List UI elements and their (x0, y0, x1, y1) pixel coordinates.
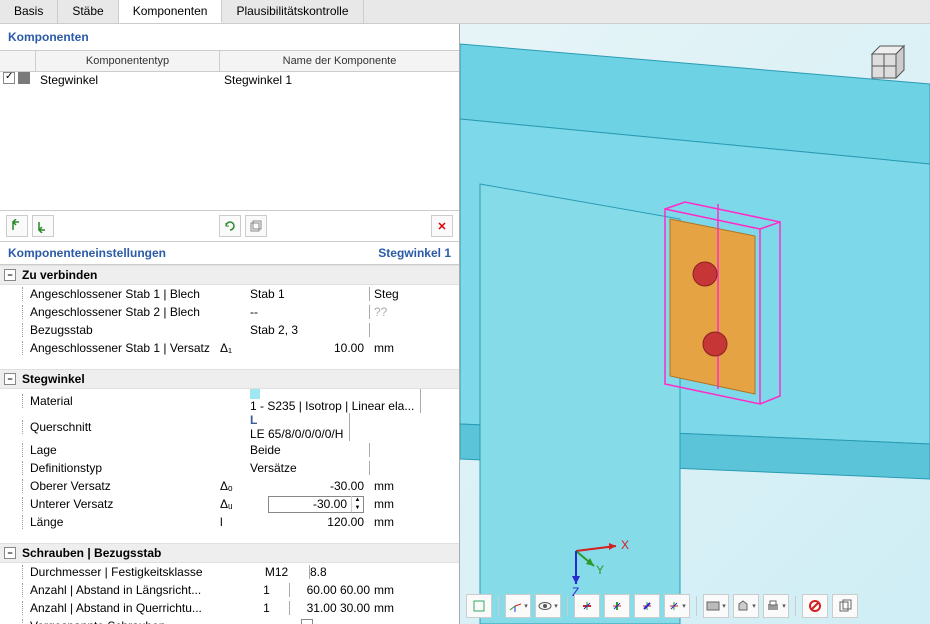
print-button[interactable] (763, 594, 789, 618)
viewport-toolbar (460, 592, 930, 620)
refresh-button[interactable] (219, 215, 241, 237)
axis-x-label: X (621, 538, 629, 552)
clear-selection-button[interactable] (802, 594, 828, 618)
axis-gizmo[interactable]: X Y Z (546, 526, 636, 596)
group-zu-verbinden[interactable]: −Zu verbinden (0, 265, 459, 285)
projection-button[interactable] (703, 594, 729, 618)
axis-tool-button[interactable] (505, 594, 531, 618)
settings-header: Komponenteneinstellungen Stegwinkel 1 (0, 242, 459, 265)
col-type: Komponententyp (36, 51, 220, 71)
component-row[interactable]: Stegwinkel Stegwinkel 1 (0, 72, 459, 87)
col-name: Name der Komponente (220, 51, 459, 71)
panel-title-components: Komponenten (0, 24, 459, 51)
move-down-button[interactable] (32, 215, 54, 237)
component-table-header: Komponententyp Name der Komponente (0, 51, 459, 72)
row-color-icon (18, 72, 30, 84)
tab-bar: Basis Stäbe Komponenten Plausibilitätsko… (0, 0, 930, 24)
render-mode-button[interactable] (733, 594, 759, 618)
view-z-button[interactable] (634, 594, 660, 618)
tab-staebe[interactable]: Stäbe (58, 0, 118, 23)
move-up-button[interactable] (6, 215, 28, 237)
new-window-button[interactable] (832, 594, 858, 618)
view-y-button[interactable] (604, 594, 630, 618)
row-type: Stegwinkel (36, 73, 220, 87)
tool-select-button[interactable] (466, 594, 492, 618)
tab-basis[interactable]: Basis (0, 0, 58, 23)
collapse-icon[interactable]: − (4, 373, 16, 385)
viewport-3d[interactable]: X Y Z (460, 24, 930, 624)
group-stegwinkel[interactable]: −Stegwinkel (0, 369, 459, 389)
view-iso-button[interactable] (664, 594, 690, 618)
row-name: Stegwinkel 1 (220, 73, 459, 87)
collapse-icon[interactable]: − (4, 269, 16, 281)
tab-plausibility[interactable]: Plausibilitätskontrolle (222, 0, 363, 23)
spin-up-icon[interactable]: ▲ (352, 496, 363, 504)
list-toolbar: ✕ (0, 211, 459, 242)
material-swatch-icon (250, 389, 260, 399)
left-panel: Komponenten Komponententyp Name der Komp… (0, 24, 460, 624)
view-x-button[interactable] (574, 594, 600, 618)
component-table: Komponententyp Name der Komponente Stegw… (0, 51, 459, 211)
row-checkbox[interactable] (3, 72, 15, 84)
tab-komponenten[interactable]: Komponenten (119, 0, 223, 23)
settings-subtitle: Stegwinkel 1 (378, 246, 451, 260)
copy-button[interactable] (245, 215, 267, 237)
view-eye-button[interactable] (535, 594, 561, 618)
axis-y-label: Y (596, 563, 604, 577)
delete-button[interactable]: ✕ (431, 215, 453, 237)
view-cube-icon[interactable] (860, 42, 908, 90)
beam-scene (460, 24, 930, 624)
section-L-icon: L (250, 413, 339, 427)
prestressed-checkbox (301, 619, 313, 624)
spin-down-icon[interactable]: ▼ (352, 504, 363, 512)
group-schrauben[interactable]: −Schrauben | Bezugsstab (0, 543, 459, 563)
lower-offset-input: -30.00▲▼ (268, 496, 364, 513)
property-grid[interactable]: −Zu verbinden Angeschlossener Stab 1 | B… (0, 265, 459, 624)
collapse-icon[interactable]: − (4, 547, 16, 559)
settings-title: Komponenteneinstellungen (8, 246, 166, 260)
